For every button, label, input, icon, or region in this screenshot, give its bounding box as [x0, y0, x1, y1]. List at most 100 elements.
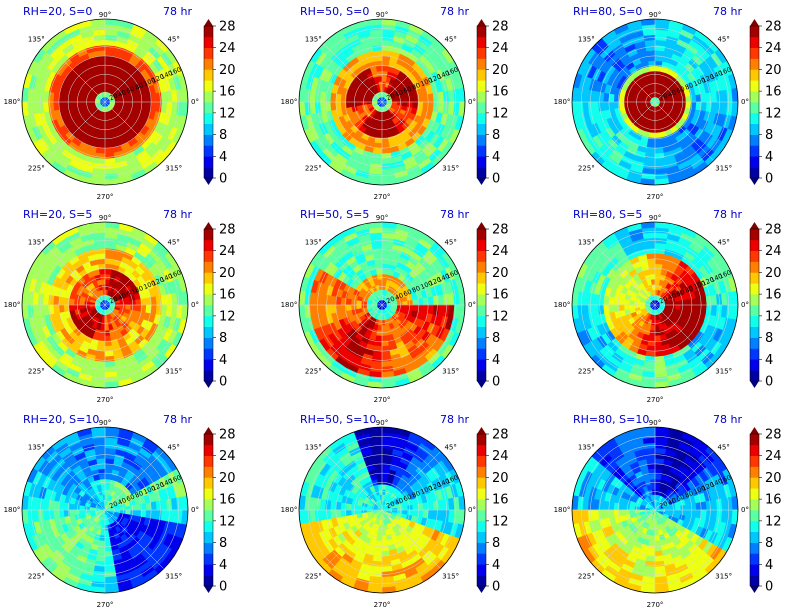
colorbar-extend-min: [204, 381, 213, 388]
colorbar-tick-label: 8: [219, 331, 227, 346]
cell: [350, 504, 357, 511]
cell: [181, 101, 188, 117]
polar-panel-8: 0°45°90°135°180°225°270°315°204060801001…: [281, 413, 476, 609]
angle-tick-label: 0°: [468, 301, 476, 309]
colorbar-frame: [476, 228, 487, 382]
colorbar-band: [750, 58, 759, 70]
cell: [367, 381, 383, 388]
colorbar-tick-label: 4: [219, 150, 227, 165]
angle-tick-label: 45°: [717, 35, 729, 43]
polar-panel-6: 0°45°90°135°180°225°270°315°204060801001…: [554, 208, 749, 404]
colorbar-tick-label: 0: [492, 172, 500, 187]
cell: [654, 273, 661, 280]
cell: [181, 304, 188, 320]
cell: [412, 304, 419, 312]
colorbar-band: [750, 102, 759, 114]
colorbar-band: [477, 315, 486, 328]
cell: [104, 278, 110, 285]
angle-tick-label: 270°: [97, 601, 114, 609]
colorbar-tick-label: 0: [219, 375, 227, 390]
colorbar-band: [750, 272, 759, 284]
angular-gridline: [654, 43, 714, 103]
colorbar-tick-label: 12: [219, 309, 236, 324]
colorbar-tick-label: 0: [765, 375, 773, 390]
colorbar-tick-label: 8: [765, 128, 773, 143]
panel-time-label: 78 hr: [440, 5, 469, 18]
cell: [345, 95, 352, 103]
colorbar-tick-label: 20: [492, 266, 509, 281]
colorbar-band: [204, 102, 213, 114]
colorbar-extend-max: [204, 427, 213, 434]
angle-tick-label: 45°: [167, 443, 179, 451]
angle-tick-label: 225°: [28, 573, 45, 581]
colorbar-extend-min: [477, 178, 486, 185]
colorbar-tick-label: 8: [492, 331, 500, 346]
cell: [377, 325, 383, 332]
angle-tick-label: 45°: [444, 238, 456, 246]
cell: [618, 298, 625, 306]
angle-tick-label: 90°: [99, 214, 111, 222]
radial-tick-label: 60: [402, 85, 413, 96]
angle-tick-label: 45°: [444, 35, 456, 43]
colorbar-tick-label: 16: [492, 85, 509, 100]
polar-panel-1: 0°45°90°135°180°225°270°315°204060801001…: [4, 5, 199, 201]
cell: [130, 304, 137, 311]
cell: [375, 540, 383, 547]
radial-tick-label: 20: [385, 295, 396, 306]
cell: [22, 290, 29, 306]
angle-tick-label: 135°: [305, 238, 322, 246]
angular-gridline: [323, 304, 383, 364]
cell: [98, 132, 106, 139]
colorbar-band: [204, 58, 213, 70]
colorbar-tick-label: 20: [219, 63, 236, 78]
angle-tick-label: 270°: [647, 193, 664, 201]
colorbar-band: [477, 167, 486, 179]
colorbar-band: [204, 283, 213, 295]
colorbar-extend-max: [477, 222, 486, 229]
cell: [685, 101, 692, 109]
angle-tick-label: 90°: [376, 11, 388, 19]
cell: [654, 278, 660, 285]
angle-tick-label: 180°: [554, 301, 571, 309]
cell: [675, 304, 682, 310]
angle-tick-label: 45°: [717, 238, 729, 246]
colorbar-band: [750, 239, 759, 252]
cell: [355, 505, 362, 511]
polar-panel-3: 0°45°90°135°180°225°270°315°204060801001…: [554, 5, 749, 201]
angle-tick-label: 135°: [28, 238, 45, 246]
colorbar-band: [204, 167, 213, 179]
cell: [654, 70, 661, 77]
colorbar-band: [204, 434, 213, 446]
angle-tick-label: 270°: [97, 193, 114, 201]
angle-tick-label: 315°: [715, 165, 732, 173]
cell: [381, 70, 388, 77]
cell: [99, 330, 106, 337]
angle-tick-label: 270°: [97, 396, 114, 404]
angle-tick-label: 225°: [578, 368, 595, 376]
panel-title: RH=50, S=0: [300, 5, 369, 18]
colorbar-band: [477, 250, 486, 262]
cell: [100, 530, 106, 537]
angular-gridline: [104, 43, 164, 103]
colorbar-extend-min: [204, 178, 213, 185]
colorbar-band: [204, 499, 213, 511]
cell: [381, 19, 397, 26]
colorbar-band: [477, 283, 486, 295]
cell: [22, 87, 29, 103]
angle-tick-label: 135°: [578, 238, 595, 246]
polar-frame: [298, 18, 466, 186]
colorbar-tick-label: 8: [765, 331, 773, 346]
colorbar-band: [477, 272, 486, 284]
angle-tick-label: 180°: [554, 98, 571, 106]
cell: [654, 65, 662, 72]
angular-gridline: [596, 304, 656, 364]
cell: [412, 101, 419, 109]
colorbar-tick-label: 0: [219, 172, 227, 187]
colorbar-extend-min: [750, 381, 759, 388]
colorbar-band: [477, 348, 486, 360]
radial-tick-label: 20: [658, 295, 669, 306]
angular-gridline: [596, 43, 656, 103]
colorbar-band: [750, 283, 759, 295]
